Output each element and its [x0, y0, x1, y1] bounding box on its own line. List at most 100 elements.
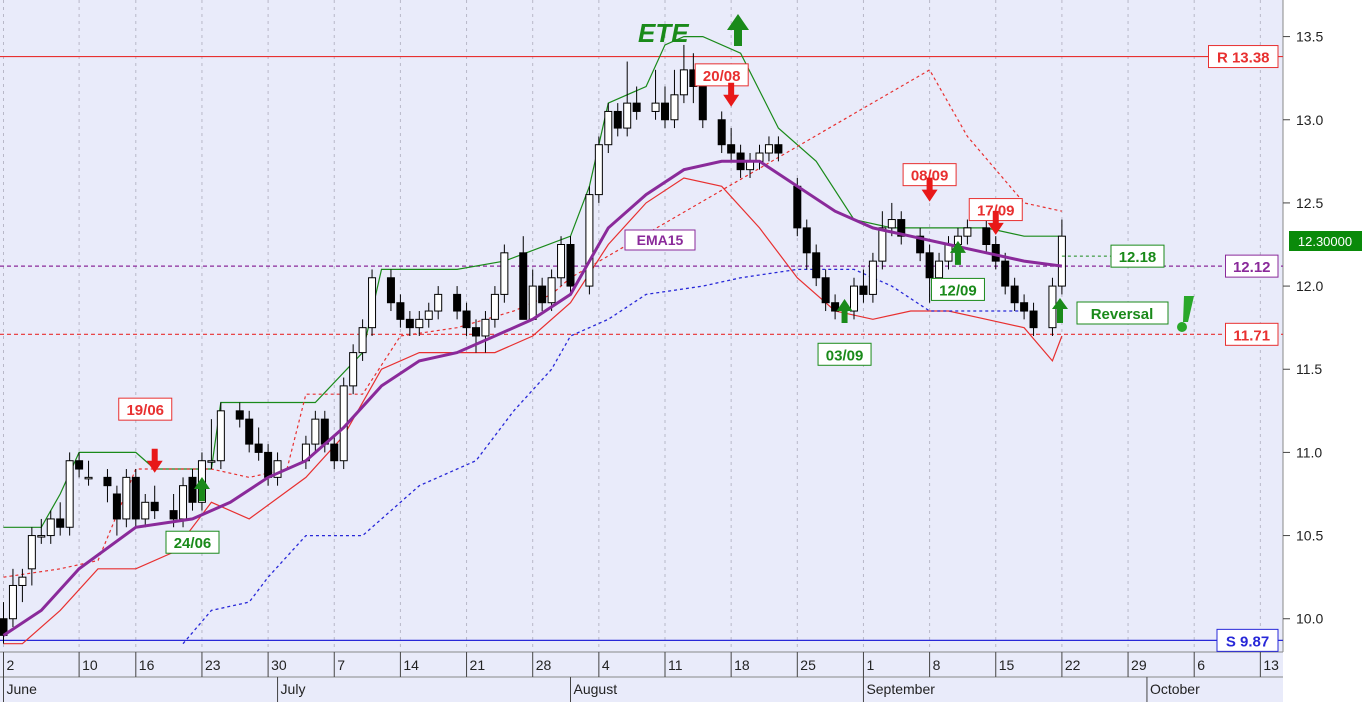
x-tick-label: 21 [470, 657, 486, 673]
candle-body [566, 244, 575, 287]
candle-body [207, 460, 216, 463]
candle-body [868, 260, 877, 295]
y-tick-label: 10.0 [1296, 611, 1323, 627]
candle-body [661, 102, 669, 121]
y-tick-label: 12.0 [1296, 278, 1323, 294]
buy-arrow-icon [949, 240, 966, 265]
candle-body [254, 443, 263, 453]
month-label: June [7, 681, 38, 697]
y-tick-label: 11.0 [1296, 444, 1322, 460]
annotation-label: 12/09 [939, 282, 977, 299]
x-tick-label: 23 [205, 657, 221, 673]
candle-body [850, 285, 858, 312]
candle-body [764, 144, 773, 154]
candle-body [717, 119, 726, 146]
level-label-box [1225, 322, 1279, 346]
candle-body [594, 144, 603, 196]
candle-body [311, 418, 320, 445]
x-tick-label: 7 [337, 657, 345, 673]
x-tick-label: 28 [536, 657, 552, 673]
candle-body [434, 293, 443, 312]
x-tick-label: 16 [139, 657, 155, 673]
exclamation-icon [1177, 296, 1194, 332]
candle-body [1057, 235, 1066, 287]
candle-body [216, 410, 225, 462]
candle-body [46, 518, 55, 537]
candle-body [8, 584, 17, 620]
month-label: July [281, 681, 306, 697]
x-tick-label: 10 [82, 657, 98, 673]
level-label: R 13.38 [1217, 50, 1270, 67]
annotation-box [118, 397, 173, 421]
candle-body [349, 352, 358, 387]
annotation-label: 03/09 [826, 347, 864, 364]
candle-body [37, 535, 46, 538]
candle-body [235, 410, 244, 420]
level-label: 12.12 [1233, 259, 1271, 276]
candle-body [793, 185, 802, 229]
annotation-box [694, 63, 749, 87]
candle-body [613, 110, 622, 129]
y-tick-label: 13.0 [1296, 112, 1323, 128]
candle-body [490, 293, 499, 320]
sell-arrow-icon [987, 210, 1004, 235]
candle-body [897, 219, 906, 237]
month-label: October [1150, 681, 1200, 697]
candle-body [75, 460, 84, 470]
buy-arrow-icon [836, 299, 853, 324]
annotation-box [930, 277, 985, 301]
candle-body [916, 235, 925, 254]
x-tick-label: 25 [800, 657, 816, 673]
candle-body [84, 476, 93, 480]
y-tick-label: 12.5 [1296, 195, 1323, 211]
support-stop-line [182, 268, 1025, 645]
level-label: 11.71 [1233, 327, 1270, 344]
reversal-label-box [1076, 301, 1169, 325]
ete-label: ETE [638, 18, 689, 48]
ete-up-arrow-icon [727, 14, 749, 46]
level-label: S 9.87 [1226, 633, 1269, 650]
candle-body [415, 318, 424, 329]
x-tick-label: 14 [403, 657, 419, 673]
x-tick-label: 11 [668, 657, 683, 673]
annotation-label: 19/06 [126, 402, 164, 419]
candle-body [698, 85, 707, 121]
candle-body [386, 277, 395, 304]
candle-body [472, 327, 480, 337]
level-label-box [1216, 628, 1279, 652]
annotation-label: 08/09 [911, 168, 949, 185]
level-label-box [1208, 45, 1279, 69]
x-tick-label: 29 [1131, 657, 1147, 673]
candle-body [812, 252, 821, 279]
x-tick-label: 18 [734, 657, 750, 673]
candle-body [1001, 260, 1010, 287]
candle-body [1020, 302, 1029, 312]
candle-body [396, 302, 405, 320]
reversal-label: Reversal [1091, 306, 1154, 323]
candle-body [887, 219, 896, 229]
x-tick-label: 22 [1065, 657, 1081, 673]
candle-body [727, 144, 736, 154]
x-tick-label: 4 [602, 657, 610, 673]
candle-body [141, 501, 150, 520]
candle-body [670, 94, 679, 121]
candle-body [462, 310, 471, 329]
candle-body [273, 460, 282, 478]
candle-body [679, 69, 688, 96]
candle-body [604, 110, 613, 146]
price-axis-background [1283, 0, 1362, 702]
candle-body [112, 493, 121, 520]
y-tick-label: 13.5 [1296, 29, 1323, 45]
resistance-stop-line [3, 69, 1063, 578]
x-tick-label: 2 [7, 657, 15, 673]
x-tick-label: 13 [1263, 657, 1279, 673]
ema-label-box [624, 229, 696, 251]
candle-body [481, 318, 490, 337]
candle-body [623, 102, 632, 129]
y-tick-label: 11.5 [1296, 361, 1322, 377]
x-tick-label: 15 [999, 657, 1015, 673]
last-price-value: 12.30000 [1298, 234, 1352, 249]
annotation-label: 20/08 [703, 68, 741, 85]
candle-body [358, 327, 367, 354]
